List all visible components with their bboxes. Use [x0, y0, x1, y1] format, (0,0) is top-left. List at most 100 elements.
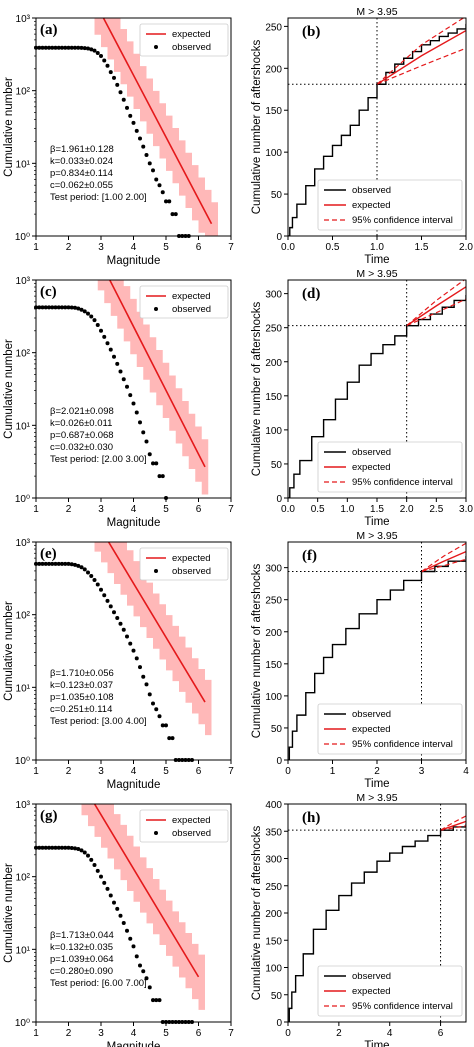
observed-point	[147, 692, 152, 697]
observed-point	[40, 45, 45, 50]
observed-point	[82, 850, 87, 855]
legend-observed-label: observed	[172, 42, 211, 53]
observed-point	[43, 45, 48, 50]
y-tick-label: 0	[276, 1018, 282, 1029]
observed-point	[79, 565, 84, 570]
ci-upper-line	[406, 280, 466, 327]
observed-point	[134, 128, 139, 133]
y-tick-label: 10⁰	[15, 232, 30, 243]
x-tick-label: 0.0	[281, 504, 295, 515]
legend-expected-label: expected	[172, 29, 211, 40]
observed-point	[86, 311, 90, 316]
observed-point	[151, 701, 155, 706]
x-tick-label: 1.0	[370, 242, 384, 253]
y-tick-label: 50	[271, 991, 283, 1002]
y-tick-label: 200	[265, 628, 282, 639]
time-panel-3: 0.0 0.5 1.0 1.5 2.0 2.5 3.0 0 50 100 150 200 250 300 M…	[251, 268, 473, 528]
panel-label: (f)	[302, 548, 317, 564]
x-tick-label: 5	[163, 766, 169, 777]
x-tick-label: 5	[163, 504, 169, 515]
observed-point	[105, 63, 110, 68]
x-tick-label: 3	[98, 766, 104, 777]
legend-observed-swatch	[154, 45, 158, 49]
y-tick-label: 50	[271, 460, 283, 471]
observed-point	[105, 886, 110, 891]
y-tick-label: 200	[265, 358, 282, 369]
y-axis-label: Cumulative number of aftershocks	[251, 40, 263, 215]
observed-point	[115, 82, 120, 87]
expected-line	[107, 542, 206, 703]
parameter-text: Test period: [6.00 7.00]	[50, 978, 147, 989]
y-tick-label: 200	[265, 64, 282, 75]
x-tick-label: 2.5	[429, 504, 443, 515]
legend-expected-label: expected	[172, 553, 211, 564]
observed-point	[60, 561, 64, 566]
y-tick-label: 350	[265, 827, 282, 838]
observed-point	[121, 627, 126, 632]
observed-point	[154, 707, 159, 712]
observed-point	[50, 45, 55, 50]
observed-point	[95, 582, 100, 587]
y-tick-label: 10⁰	[15, 1018, 30, 1029]
observed-point	[138, 136, 142, 141]
observed-point	[53, 845, 58, 850]
observed-point	[131, 120, 136, 125]
time-panel-7: 0 2 4 6 0 50 100 150 200 250 300 350 400 M > 3.95 Time…	[251, 792, 467, 1047]
magnitude-panel-0: 1 2 3 4 5 6 7 10⁰ 10¹ 10² 10³ Magnitude Cumulative n…	[3, 14, 234, 267]
y-tick-label: 10²	[16, 349, 31, 360]
y-tick-label: 10³	[16, 538, 31, 549]
observed-point	[89, 314, 94, 319]
observed-point	[99, 874, 103, 879]
panel-label: (c)	[40, 284, 57, 300]
confidence-band	[94, 18, 218, 236]
parameter-text: k=0.033±0.024	[50, 156, 113, 167]
x-tick-label: 3.0	[459, 504, 473, 515]
observed-point	[108, 347, 113, 352]
x-tick-label: 1.5	[370, 504, 384, 515]
observed-point	[40, 845, 45, 850]
observed-point	[144, 153, 149, 158]
legend-observed-label: observed	[352, 185, 391, 196]
observed-point	[37, 561, 42, 566]
observed-point	[151, 168, 155, 173]
x-axis-label: Time	[364, 1040, 389, 1047]
expected-line	[102, 18, 213, 225]
legend-box	[317, 703, 463, 755]
time-panel-5: 0 1 2 3 4 0 50 100 150 200 250 300 M > 3.95 Time Cumul…	[251, 530, 469, 790]
observed-point	[82, 567, 87, 572]
observed-point	[154, 177, 159, 182]
parameter-text: β=2.021±0.098	[50, 406, 114, 417]
observed-point	[66, 561, 71, 566]
observed-point	[63, 305, 68, 310]
observed-point	[108, 70, 113, 75]
x-tick-label: 6	[196, 242, 202, 253]
legend-observed-label: observed	[172, 566, 211, 577]
expected-line	[376, 29, 466, 85]
chart-title: M > 3.95	[356, 792, 397, 804]
observed-point	[160, 190, 165, 195]
observed-point	[157, 474, 162, 479]
y-axis-label: Cumulative number of aftershocks	[251, 564, 263, 739]
x-tick-label: 1.0	[340, 504, 354, 515]
observed-point	[73, 846, 77, 851]
observed-point	[141, 430, 146, 435]
panel-label: (g)	[40, 808, 58, 824]
y-tick-label: 150	[265, 392, 282, 403]
observed-point	[144, 439, 149, 444]
observed-point	[60, 45, 64, 50]
parameter-text: p=1.039±0.064	[50, 954, 114, 965]
observed-point	[164, 723, 168, 728]
legend-ci-label: 95% confidence interval	[352, 477, 453, 488]
confidence-band	[94, 542, 212, 736]
y-tick-label: 250	[265, 22, 282, 33]
observed-point	[63, 845, 68, 850]
observed-point	[43, 305, 48, 310]
y-tick-label: 10²	[16, 873, 31, 884]
observed-point	[121, 377, 126, 382]
chart-title: M > 3.95	[356, 268, 397, 280]
observed-point	[73, 45, 77, 50]
observed-point	[170, 212, 175, 217]
observed-point	[50, 561, 55, 566]
x-axis-label: Magnitude	[107, 517, 161, 529]
x-tick-label: 1	[33, 1028, 39, 1039]
